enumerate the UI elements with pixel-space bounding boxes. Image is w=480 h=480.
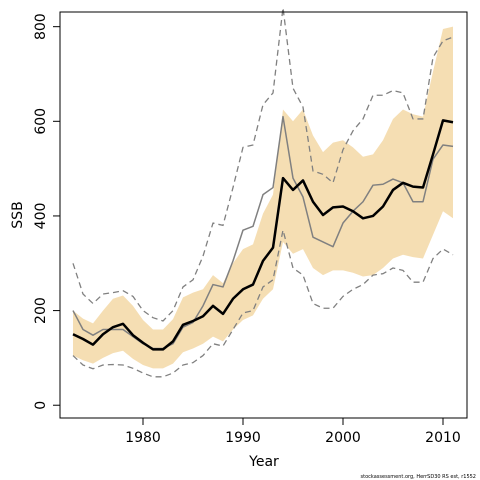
x-tick-label: 1980: [125, 430, 161, 446]
footnote: stockassessment.org, HerrSD30 RS est, r1…: [361, 474, 476, 480]
x-tick-label: 2010: [425, 430, 461, 446]
series-line: [72, 119, 454, 351]
x-tick-label: 2000: [325, 430, 361, 446]
y-tick-label: 0: [33, 401, 49, 410]
y-tick-label: 200: [33, 297, 49, 324]
series-line: [72, 229, 454, 378]
series-line: [72, 7, 454, 322]
y-axis-label: SSB: [10, 201, 26, 228]
y-tick-label: 400: [33, 203, 49, 230]
x-axis-label: Year: [248, 454, 279, 470]
y-tick-label: 800: [33, 13, 49, 40]
plot-frame: [59, 11, 468, 419]
y-tick-label: 600: [33, 108, 49, 135]
confidence-band: [73, 26, 453, 369]
x-tick-label: 1990: [225, 430, 261, 446]
